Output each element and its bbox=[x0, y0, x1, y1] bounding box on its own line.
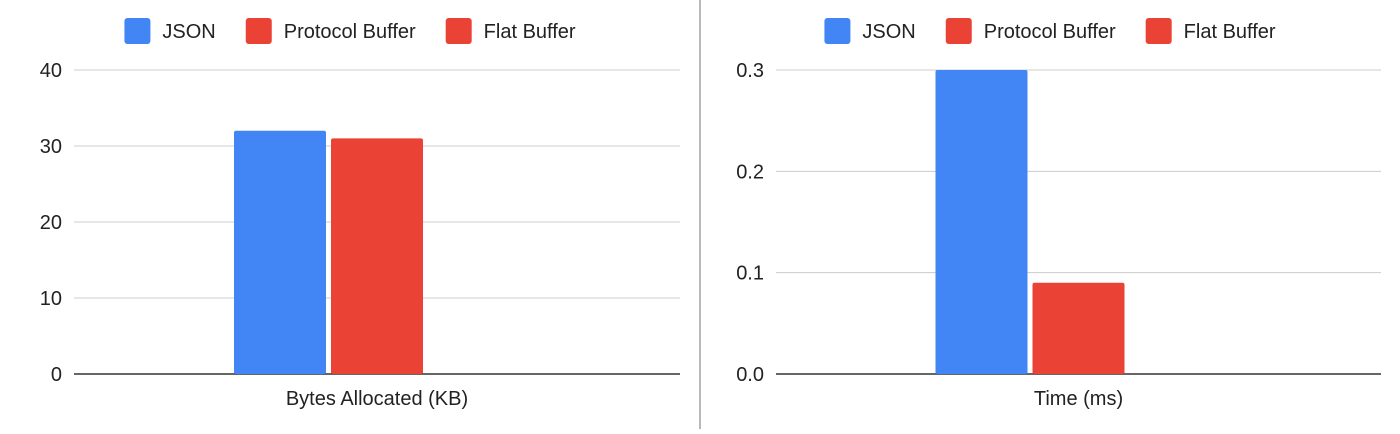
chart-2: 0.0 0.1 0.2 0.3 Time (ms) JSON Protocol Buffer… bbox=[736, 18, 1381, 410]
bar-json bbox=[234, 130, 326, 374]
chart-1: 0 10 20 30 40 Bytes Allocated (KB) JSON Protoco… bbox=[40, 18, 680, 410]
legend-label: JSON bbox=[162, 21, 215, 43]
y-tick-label: 20 bbox=[40, 212, 62, 234]
legend-label: Flat Buffer bbox=[1184, 21, 1276, 43]
legend-swatch bbox=[824, 18, 851, 44]
y-tick-label: 0.3 bbox=[736, 60, 764, 82]
legend-label: Flat Buffer bbox=[484, 21, 576, 43]
y-tick-label: 10 bbox=[40, 288, 62, 310]
legend-swatch bbox=[445, 18, 472, 44]
legend-label: JSON bbox=[862, 21, 915, 43]
legend-swatch bbox=[1145, 18, 1172, 44]
legend-label: Protocol Buffer bbox=[984, 21, 1116, 43]
bar-protocol-buffer bbox=[331, 138, 423, 374]
bar-json bbox=[935, 70, 1028, 374]
y-tick-label: 30 bbox=[40, 136, 62, 158]
x-category-label: Bytes Allocated (KB) bbox=[286, 388, 468, 410]
y-tick-label: 0 bbox=[51, 364, 62, 386]
legend-swatch bbox=[945, 18, 972, 44]
legend-swatch bbox=[245, 18, 272, 44]
bar-protocol-buffer bbox=[1032, 282, 1125, 374]
legend-swatch bbox=[124, 18, 151, 44]
legend-label: Protocol Buffer bbox=[284, 21, 416, 43]
y-tick-label: 0.1 bbox=[736, 263, 764, 285]
y-tick-label: 0.0 bbox=[736, 364, 764, 386]
x-category-label: Time (ms) bbox=[1034, 388, 1123, 410]
y-tick-label: 0.2 bbox=[736, 161, 764, 183]
y-tick-label: 40 bbox=[40, 60, 62, 82]
